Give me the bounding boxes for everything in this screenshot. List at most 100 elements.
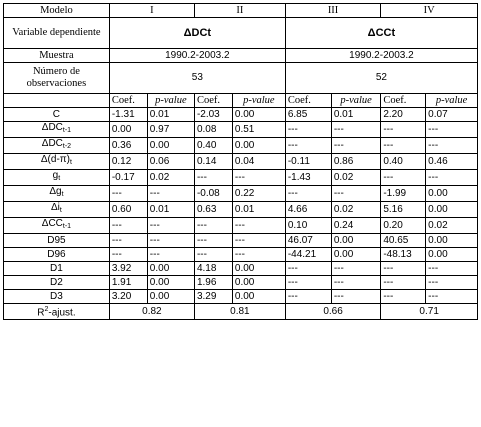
pvalue-iv-cell: 0.46: [425, 153, 478, 170]
pvalue-iv-cell: 0.07: [425, 107, 478, 122]
table-row: ΔCCt-1 --- --- --- --- 0.10 0.24 0.20 0.02: [3, 217, 478, 234]
row-label-text: ΔDC: [41, 122, 63, 134]
row-label-text: ΔCC: [41, 218, 63, 230]
coef-ii-cell: 0.14: [193, 153, 233, 170]
r2-value-iii: 0.66: [284, 302, 382, 321]
pvalue-iii-cell: 0.00: [330, 247, 382, 262]
pvalue-label-ii: p-value: [231, 93, 286, 108]
coef-i-cell: 0.00: [108, 121, 148, 138]
pvalue-label-iii: p-value: [330, 93, 382, 108]
row-label-text: ΔDC: [41, 138, 63, 150]
pvalue-ii-cell: 0.00: [231, 107, 286, 122]
row-label-text: C: [52, 108, 61, 120]
r2-label: R2-ajust.: [3, 302, 110, 321]
coef-iv-cell: ---: [380, 275, 427, 290]
coef-i-cell: ---: [108, 185, 148, 202]
row-label: ΔDCt-2: [3, 137, 110, 154]
row-label: D95: [3, 233, 110, 248]
regression-table: Modelo I II III IV Variable dependiente …: [3, 3, 479, 321]
coef-iii-cell: -0.11: [284, 153, 332, 170]
row-label: Δ(d-π)t: [3, 153, 110, 170]
pvalue-i-cell: ---: [146, 247, 195, 262]
r2-value-i: 0.82: [108, 302, 195, 321]
table-row: Δ(d-π)t 0.12 0.06 0.14 0.04 -0.11 0.86 0.40 0.46: [3, 153, 478, 170]
row-label-text: D3: [50, 290, 63, 302]
coef-iv-cell: ---: [380, 169, 427, 186]
pvalue-ii-cell: 0.00: [231, 275, 286, 290]
pvalue-i-cell: ---: [146, 217, 195, 234]
coef-iii-cell: ---: [284, 275, 332, 290]
coef-i-cell: ---: [108, 247, 148, 262]
model-iv-label: IV: [380, 3, 478, 18]
row-label-subscript: t: [61, 191, 64, 198]
coefficient-rows: C -1.31 0.01 -2.03 0.00 6.85 0.01 2.20 0.07 ΔDCt-…: [3, 107, 478, 304]
row-label: D2: [3, 275, 110, 290]
pvalue-ii-cell: 0.22: [231, 185, 286, 202]
pvalue-label-iv: p-value: [425, 93, 478, 108]
row-label-text: D2: [50, 276, 63, 288]
coef-iii-cell: ---: [284, 261, 332, 276]
pvalue-ii-cell: ---: [231, 169, 286, 186]
table-row: ΔDCt-2 0.36 0.00 0.40 0.00 --- --- --- ---: [3, 137, 478, 154]
pvalue-i-cell: 0.01: [146, 201, 195, 218]
pvalue-iii-cell: ---: [330, 275, 382, 290]
coef-iv-cell: ---: [380, 121, 427, 138]
coef-iv-cell: 2.20: [380, 107, 427, 122]
pvalue-i-cell: ---: [146, 233, 195, 248]
r2-label-rest: -ajust.: [48, 307, 76, 319]
header-row-coef: Coef. p-value Coef. p-value Coef. p-valu…: [3, 93, 478, 108]
r2-value-iv: 0.71: [380, 302, 478, 321]
coef-iii-cell: ---: [284, 137, 332, 154]
row-label-subscript: t: [58, 175, 61, 182]
coef-i-cell: 1.91: [108, 275, 148, 290]
pvalue-label-i: p-value: [146, 93, 195, 108]
table-row: ΔDCt-1 0.00 0.97 0.08 0.51 --- --- --- ---: [3, 121, 478, 138]
pvalue-iv-cell: ---: [425, 261, 478, 276]
pvalue-ii-cell: ---: [231, 247, 286, 262]
pvalue-ii-cell: 0.00: [231, 137, 286, 154]
dep-var-label: Variable dependiente: [3, 17, 110, 49]
pvalue-iii-cell: ---: [330, 185, 382, 202]
coef-ii-cell: ---: [193, 233, 233, 248]
table-row: Δit 0.60 0.01 0.63 0.01 4.66 0.02 5.16 0.00: [3, 201, 478, 218]
pvalue-iv-cell: ---: [425, 137, 478, 154]
r2-label-sup: 2: [44, 306, 49, 313]
coef-iv-cell: ---: [380, 261, 427, 276]
pvalue-ii-cell: 0.01: [231, 201, 286, 218]
coef-i-cell: ---: [108, 233, 148, 248]
pvalue-iv-cell: 0.00: [425, 201, 478, 218]
coef-label-i: Coef.: [108, 93, 148, 108]
table-row: Δgt --- --- -0.08 0.22 --- --- -1.99 0.00: [3, 185, 478, 202]
coef-ii-cell: 4.18: [193, 261, 233, 276]
header-row-nobs: Número de observaciones 53 52: [3, 62, 479, 94]
coef-row-blank: [3, 93, 110, 108]
modelo-label: Modelo: [3, 3, 110, 18]
sample-cc: 1990.2-2003.2: [284, 48, 479, 63]
row-label-text: Δg: [49, 186, 62, 198]
r2-row: R2-ajust. 0.82 0.81 0.66 0.71: [3, 302, 478, 321]
coef-iii-cell: 6.85: [284, 107, 332, 122]
row-label-text: Δ(d-π): [40, 154, 71, 166]
row-label: D1: [3, 261, 110, 276]
coef-iii-cell: -44.21: [284, 247, 332, 262]
pvalue-i-cell: 0.00: [146, 137, 195, 154]
coef-iv-cell: 0.40: [380, 153, 427, 170]
coef-i-cell: -0.17: [108, 169, 148, 186]
header-row-sample: Muestra 1990.2-2003.2 1990.2-2003.2: [3, 48, 479, 63]
pvalue-iii-cell: ---: [330, 261, 382, 276]
row-label-subscript: t-1: [62, 127, 72, 134]
pvalue-i-cell: 0.06: [146, 153, 195, 170]
table-row: gt -0.17 0.02 --- --- -1.43 0.02 --- ---: [3, 169, 478, 186]
pvalue-iv-cell: ---: [425, 169, 478, 186]
pvalue-iv-cell: ---: [425, 275, 478, 290]
pvalue-iii-cell: ---: [330, 289, 382, 304]
pvalue-iii-cell: 0.86: [330, 153, 382, 170]
coef-iii-cell: -1.43: [284, 169, 332, 186]
row-label-text: g: [52, 170, 59, 182]
coef-ii-cell: 0.40: [193, 137, 233, 154]
pvalue-ii-cell: 0.51: [231, 121, 286, 138]
nobs-cc: 52: [284, 62, 479, 94]
sample-dc: 1990.2-2003.2: [108, 48, 286, 63]
pvalue-iii-cell: 0.24: [330, 217, 382, 234]
pvalue-i-cell: 0.02: [146, 169, 195, 186]
